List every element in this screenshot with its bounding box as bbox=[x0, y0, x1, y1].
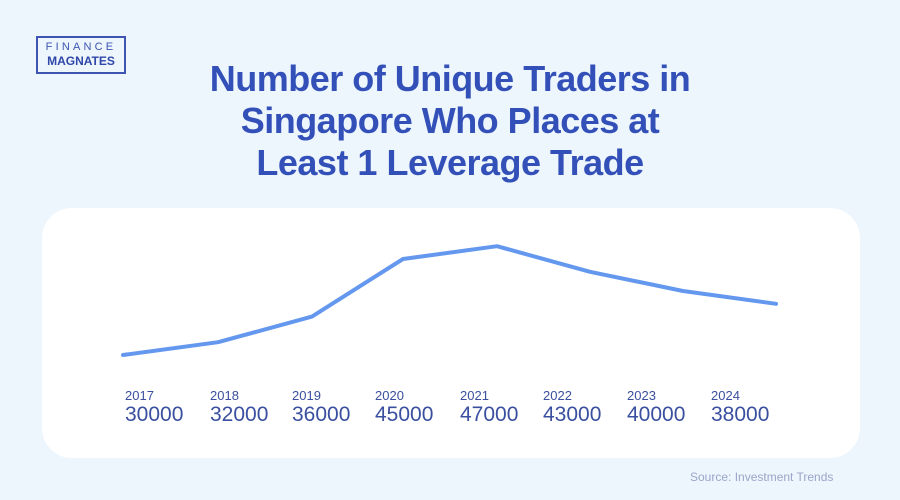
source-note: Source: Investment Trends bbox=[690, 470, 834, 484]
year-label: 2020 bbox=[375, 388, 404, 403]
label-2017: 2017 30000 bbox=[125, 388, 183, 427]
label-2020: 2020 45000 bbox=[375, 388, 433, 427]
label-2023: 2023 40000 bbox=[627, 388, 685, 427]
label-2019: 2019 36000 bbox=[292, 388, 350, 427]
value-label: 38000 bbox=[711, 403, 770, 426]
series-line bbox=[121, 244, 778, 357]
value-label: 47000 bbox=[460, 403, 519, 426]
year-label: 2019 bbox=[292, 388, 321, 403]
chart-card bbox=[42, 208, 860, 458]
value-label: 30000 bbox=[125, 403, 184, 426]
year-label: 2023 bbox=[627, 388, 656, 403]
value-label: 43000 bbox=[543, 403, 602, 426]
year-label: 2017 bbox=[125, 388, 154, 403]
value-label: 32000 bbox=[210, 403, 269, 426]
finance-magnates-logo: FINANCE MAGNATES bbox=[36, 36, 126, 74]
label-2018: 2018 32000 bbox=[210, 388, 268, 427]
title-line-2: Singapore Who Places at bbox=[240, 100, 660, 141]
year-label: 2024 bbox=[711, 388, 740, 403]
title-line-1: Number of Unique Traders in bbox=[209, 58, 691, 99]
value-label: 36000 bbox=[292, 403, 351, 426]
logo-line-2: MAGNATES bbox=[47, 54, 115, 68]
value-label: 40000 bbox=[627, 403, 686, 426]
year-label: 2018 bbox=[210, 388, 239, 403]
label-2021: 2021 47000 bbox=[460, 388, 518, 427]
page-title: Number of Unique Traders in Singapore Wh… bbox=[100, 58, 800, 184]
year-label: 2021 bbox=[460, 388, 489, 403]
title-line-3: Least 1 Leverage Trade bbox=[256, 142, 644, 183]
logo-line-1: FINANCE bbox=[45, 41, 117, 53]
year-label: 2022 bbox=[543, 388, 572, 403]
label-2024: 2024 38000 bbox=[711, 388, 769, 427]
label-2022: 2022 43000 bbox=[543, 388, 601, 427]
value-label: 45000 bbox=[375, 403, 434, 426]
